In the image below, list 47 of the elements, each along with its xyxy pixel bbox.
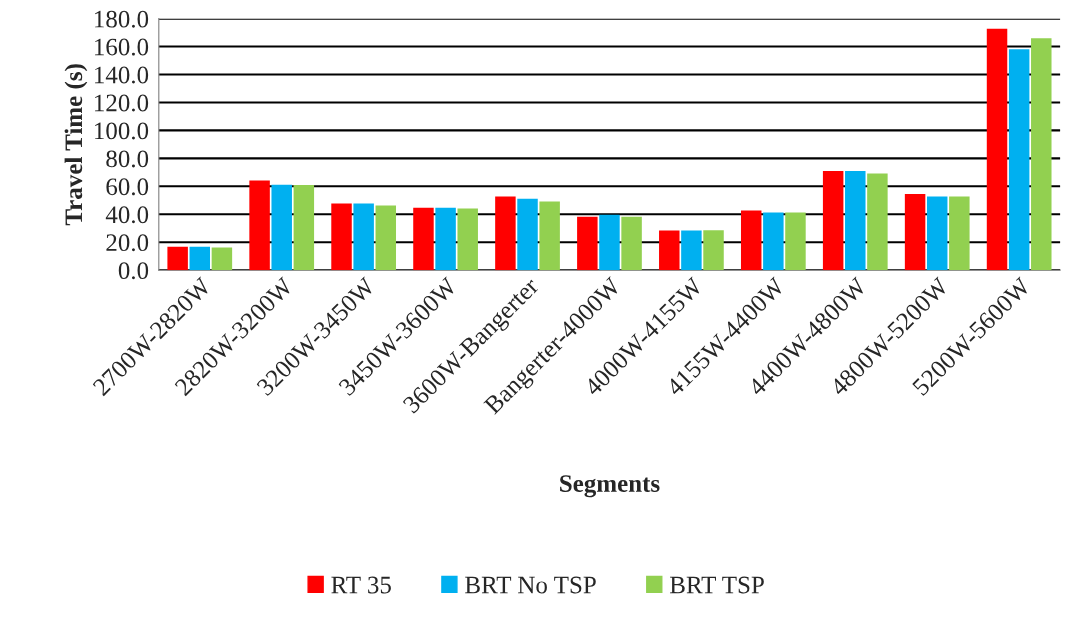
legend-label: BRT No TSP — [465, 576, 596, 594]
bar — [435, 207, 456, 271]
bar — [211, 247, 233, 271]
bar — [867, 173, 888, 271]
y-tick-label: 60.0 — [106, 178, 149, 196]
y-tick-label: 20.0 — [106, 234, 149, 252]
bar — [413, 207, 434, 271]
y-tick-label: 100.0 — [95, 122, 149, 140]
bar — [822, 171, 844, 271]
bar — [167, 246, 188, 271]
bar — [1008, 49, 1030, 271]
y-tick-label: 140.0 — [95, 66, 149, 84]
bar — [249, 180, 270, 271]
bar — [904, 194, 926, 271]
y-axis-title: Travel Time (s) — [64, 64, 88, 226]
bar — [785, 212, 806, 271]
bar — [681, 230, 702, 271]
bar — [659, 230, 680, 271]
bar — [271, 184, 292, 271]
legend-label: BRT TSP — [670, 576, 764, 594]
bar — [949, 196, 970, 271]
bar — [189, 246, 211, 271]
bar — [577, 216, 598, 271]
bar — [763, 212, 784, 271]
bar — [517, 198, 538, 271]
bar — [599, 214, 620, 271]
y-tick-label: 180.0 — [95, 10, 149, 28]
bar — [926, 196, 948, 271]
legend-label: RT 35 — [331, 576, 391, 594]
bar — [457, 208, 478, 271]
bar — [986, 28, 1008, 271]
y-tick-label: 40.0 — [105, 206, 149, 224]
bar — [353, 203, 374, 271]
bar — [331, 203, 352, 271]
bar — [621, 216, 642, 271]
bar — [1031, 38, 1052, 271]
bar — [740, 210, 762, 271]
bar — [703, 230, 724, 271]
y-tick-label: 120.0 — [95, 94, 149, 112]
y-tick-label: 160.0 — [95, 38, 149, 56]
bar — [495, 196, 516, 271]
y-tick-label: 80.0 — [106, 150, 149, 168]
bar — [845, 171, 866, 271]
x-axis-title: Segments — [560, 475, 660, 498]
bar — [539, 201, 560, 271]
bar — [293, 185, 315, 271]
bar — [375, 205, 397, 271]
